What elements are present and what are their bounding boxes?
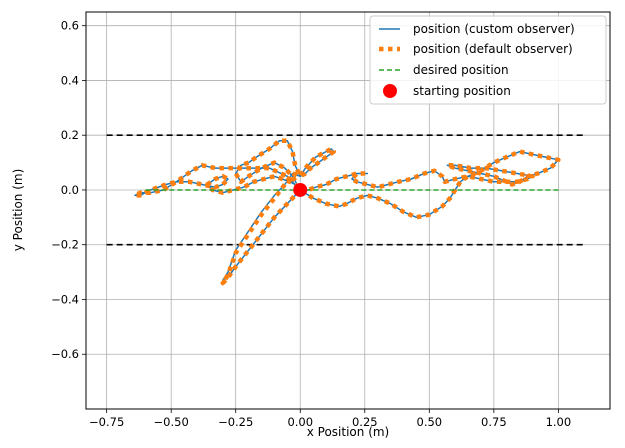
y-tick-label: 0.2 — [61, 128, 79, 142]
y-tick-label: −0.6 — [51, 347, 79, 361]
x-axis-label: x Position (m) — [307, 425, 390, 439]
legend-swatch-starting-position — [383, 84, 397, 98]
y-tick-label: −0.4 — [51, 292, 79, 306]
plot-frame — [85, 11, 611, 410]
default-observer-line — [132, 138, 561, 286]
legend-label-custom-observer: position (custom observer) — [413, 22, 575, 36]
start-marker-layer — [293, 182, 308, 197]
starting-position-marker — [293, 182, 308, 197]
x-tick-label: 0.00 — [287, 415, 313, 429]
legend-label-desired-position: desired position — [413, 63, 509, 77]
y-tick-label: 0.4 — [61, 73, 79, 87]
x-tick-label: −0.25 — [218, 415, 253, 429]
y-tick-label: −0.2 — [51, 238, 79, 252]
legend-label-starting-position: starting position — [413, 84, 511, 98]
y-axis-ticks: −0.6 −0.4 −0.2 0.0 0.2 0.4 0.6 — [51, 19, 86, 361]
legend: position (custom observer) position (def… — [369, 15, 607, 105]
x-tick-label: 0.25 — [352, 415, 378, 429]
x-tick-label: 0.50 — [417, 415, 443, 429]
x-axis-ticks: −0.75 −0.50 −0.25 0.00 0.25 0.50 0.75 1.00 — [89, 409, 571, 429]
y-tick-label: 0.0 — [61, 183, 79, 197]
x-tick-label: −0.75 — [89, 415, 124, 429]
y-tick-label: 0.6 — [61, 19, 79, 33]
y-axis-label: y Position (m) — [11, 169, 25, 252]
legend-label-default-observer: position (default observer) — [413, 42, 573, 56]
x-tick-label: 0.75 — [481, 415, 507, 429]
x-tick-label: 1.00 — [546, 415, 572, 429]
legend-box — [369, 15, 607, 105]
x-tick-label: −0.50 — [154, 415, 189, 429]
series-lines — [132, 138, 561, 286]
